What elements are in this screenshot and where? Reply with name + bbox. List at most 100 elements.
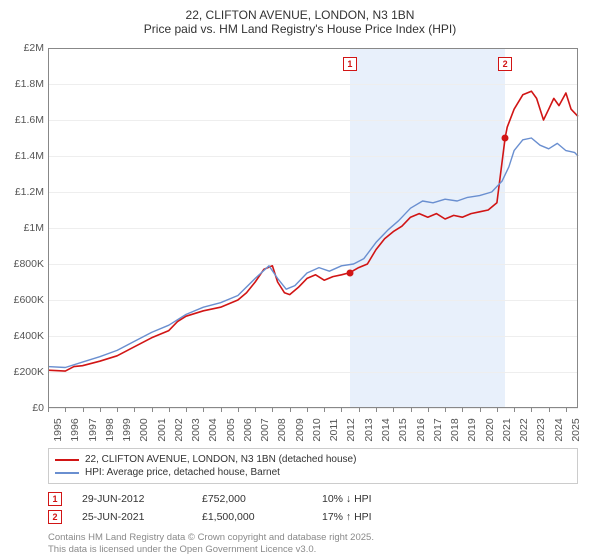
- x-tick: [117, 408, 118, 412]
- copyright: Contains HM Land Registry data © Crown c…: [48, 532, 578, 556]
- x-tick: [134, 408, 135, 412]
- copyright-line: This data is licensed under the Open Gov…: [48, 544, 578, 556]
- x-tick-label: 2001: [152, 418, 168, 441]
- x-tick: [549, 408, 550, 412]
- chart-marker-dot: [346, 269, 353, 276]
- legend-swatch: [55, 459, 79, 461]
- x-tick-label: 2018: [445, 418, 461, 441]
- x-tick-label: 2005: [221, 418, 237, 441]
- copyright-line: Contains HM Land Registry data © Crown c…: [48, 532, 578, 544]
- x-tick: [203, 408, 204, 412]
- y-tick-label: £1.4M: [15, 150, 48, 162]
- legend-row: 22, CLIFTON AVENUE, LONDON, N3 1BN (deta…: [55, 453, 571, 466]
- chart-marker-label: 1: [343, 57, 357, 71]
- x-tick: [100, 408, 101, 412]
- x-tick-label: 2023: [531, 418, 547, 441]
- legend-row: HPI: Average price, detached house, Barn…: [55, 466, 571, 479]
- chart-marker-dot: [502, 135, 509, 142]
- x-tick-label: 2009: [290, 418, 306, 441]
- annotation-price: £1,500,000: [202, 511, 302, 523]
- annotation-price: £752,000: [202, 493, 302, 505]
- x-tick: [255, 408, 256, 412]
- x-tick: [531, 408, 532, 412]
- x-tick: [48, 408, 49, 412]
- x-tick: [514, 408, 515, 412]
- y-tick-label: £1.2M: [15, 186, 48, 198]
- x-tick: [238, 408, 239, 412]
- x-tick-label: 2016: [411, 418, 427, 441]
- x-tick: [341, 408, 342, 412]
- x-tick: [272, 408, 273, 412]
- x-tick: [376, 408, 377, 412]
- x-tick-label: 2010: [307, 418, 323, 441]
- x-tick: [83, 408, 84, 412]
- annotation-date: 29-JUN-2012: [82, 493, 182, 505]
- x-tick-label: 2022: [514, 418, 530, 441]
- annotation-delta: 10% ↓ HPI: [322, 493, 422, 505]
- annotation-marker: 1: [48, 492, 62, 506]
- y-tick-label: £600K: [14, 294, 48, 306]
- x-tick-label: 2002: [169, 418, 185, 441]
- x-tick: [445, 408, 446, 412]
- x-tick-label: 1998: [100, 418, 116, 441]
- chart-area: £0£200K£400K£600K£800K£1M£1.2M£1.4M£1.6M…: [48, 48, 578, 408]
- x-tick: [393, 408, 394, 412]
- x-tick-label: 2024: [549, 418, 565, 441]
- x-tick: [186, 408, 187, 412]
- annotation-marker: 2: [48, 510, 62, 524]
- x-tick-label: 2000: [134, 418, 150, 441]
- x-tick-label: 1999: [117, 418, 133, 441]
- x-tick-label: 2019: [462, 418, 478, 441]
- x-tick: [566, 408, 567, 412]
- x-tick: [307, 408, 308, 412]
- x-tick: [428, 408, 429, 412]
- legend-label: 22, CLIFTON AVENUE, LONDON, N3 1BN (deta…: [85, 454, 356, 465]
- x-tick: [290, 408, 291, 412]
- legend-swatch: [55, 472, 79, 474]
- x-tick-label: 2008: [272, 418, 288, 441]
- x-tick-label: 2015: [393, 418, 409, 441]
- annotation-delta: 17% ↑ HPI: [322, 511, 422, 523]
- annotation-row: 2 25-JUN-2021 £1,500,000 17% ↑ HPI: [48, 508, 578, 526]
- x-tick-label: 2021: [497, 418, 513, 441]
- x-tick: [65, 408, 66, 412]
- x-tick-label: 2003: [186, 418, 202, 441]
- x-tick-label: 2017: [428, 418, 444, 441]
- title-line-2: Price paid vs. HM Land Registry's House …: [10, 22, 590, 36]
- x-tick-label: 2007: [255, 418, 271, 441]
- plot-border: [48, 48, 578, 408]
- x-tick: [169, 408, 170, 412]
- x-tick: [324, 408, 325, 412]
- x-tick: [221, 408, 222, 412]
- x-tick-label: 2011: [324, 419, 340, 442]
- x-tick: [497, 408, 498, 412]
- gridline: [48, 408, 578, 409]
- legend: 22, CLIFTON AVENUE, LONDON, N3 1BN (deta…: [48, 448, 578, 484]
- x-tick-label: 2020: [480, 418, 496, 441]
- x-tick: [480, 408, 481, 412]
- x-tick: [152, 408, 153, 412]
- chart-marker-label: 2: [498, 57, 512, 71]
- annotation-date: 25-JUN-2021: [82, 511, 182, 523]
- y-tick-label: £2M: [24, 42, 48, 54]
- x-tick-label: 2012: [341, 418, 357, 441]
- x-tick: [359, 408, 360, 412]
- x-tick-label: 2013: [359, 418, 375, 441]
- y-tick-label: £0: [32, 402, 48, 414]
- y-tick-label: £400K: [14, 330, 48, 342]
- chart-title: 22, CLIFTON AVENUE, LONDON, N3 1BN Price…: [0, 0, 600, 40]
- y-tick-label: £800K: [14, 258, 48, 270]
- annotation-row: 1 29-JUN-2012 £752,000 10% ↓ HPI: [48, 490, 578, 508]
- y-tick-label: £200K: [14, 366, 48, 378]
- x-tick: [462, 408, 463, 412]
- legend-label: HPI: Average price, detached house, Barn…: [85, 467, 280, 478]
- annotation-table: 1 29-JUN-2012 £752,000 10% ↓ HPI 2 25-JUN-202…: [48, 490, 578, 526]
- title-line-1: 22, CLIFTON AVENUE, LONDON, N3 1BN: [10, 8, 590, 22]
- x-tick-label: 1996: [65, 418, 81, 441]
- y-tick-label: £1M: [24, 222, 48, 234]
- x-tick: [411, 408, 412, 412]
- x-tick-label: 2025: [566, 418, 582, 441]
- x-tick-label: 2014: [376, 418, 392, 441]
- x-tick-label: 1995: [48, 418, 64, 441]
- x-tick-label: 2004: [203, 418, 219, 441]
